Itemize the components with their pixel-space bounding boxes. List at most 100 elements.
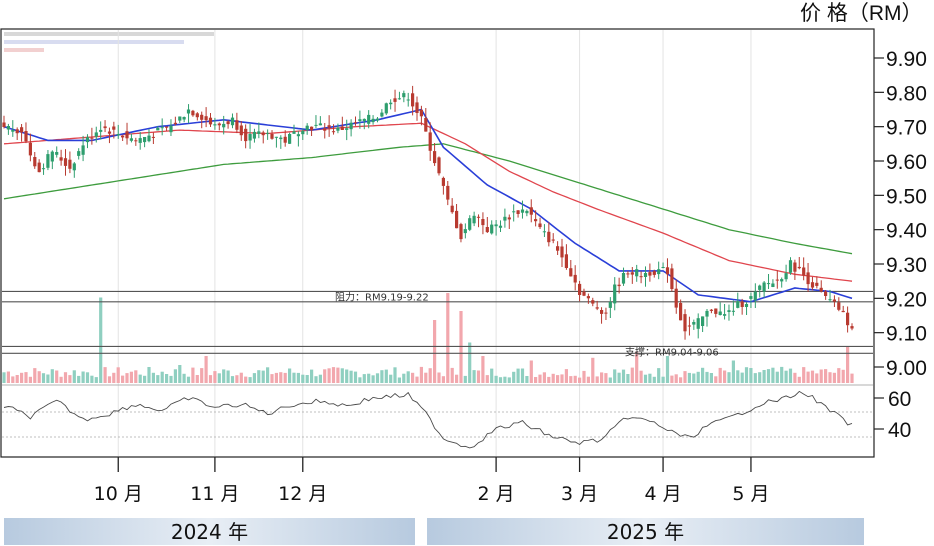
volume-bar [151,372,155,383]
candle-up [213,124,217,126]
resistance-label: 阻力：RM9.19-9.22 [335,290,429,303]
ma-blue-line [3,108,853,303]
candle-down [28,142,32,156]
candle-up [345,128,349,130]
price-tick-label: 9.70 [886,117,927,140]
candle-down [217,123,221,126]
candle-down [20,127,24,133]
candle-down [630,272,634,275]
candle-down [837,302,841,310]
volume-bar [534,377,538,383]
candle-down [516,210,520,214]
candle-up [753,291,757,301]
volume-bar [182,373,186,383]
candle-down [775,279,779,281]
volume-bars [2,293,854,383]
volume-bar [94,377,98,383]
candle-up [143,137,147,143]
volume-bar [389,374,393,383]
year-band [427,518,864,545]
volume-bar [279,372,283,383]
candle-up [463,229,467,234]
candle-up [542,231,546,233]
month-label: 5 月 [732,483,769,505]
price-tick-label: 9.00 [886,357,927,380]
volume-bar [121,375,125,383]
candle-down [419,109,423,117]
candle-down [538,223,542,228]
candle-up [736,301,740,308]
volume-bar [336,367,340,383]
candle-down [846,312,850,326]
candle-down [564,254,568,268]
candle-down [459,224,463,240]
candle-down [411,93,415,107]
volume-bar [283,372,287,383]
candle-up [349,122,353,130]
volume-bar [20,372,24,383]
volume-bar [661,376,665,383]
volume-bar [604,373,608,383]
volume-bar [520,368,525,383]
volume-bar [485,375,489,383]
volume-bar [160,371,164,383]
volume-bar [463,375,467,383]
volume-bar [371,375,375,383]
volume-bar [564,369,568,383]
candle-up [727,310,731,312]
volume-bar [714,376,718,383]
volume-bar [679,377,683,383]
candle-down [112,126,116,130]
candle-down [683,314,687,332]
candle-up [362,118,366,122]
volume-bar [573,375,577,383]
volume-bar [50,369,54,383]
candle-up [512,211,516,213]
candle-up [94,132,98,137]
volume-bar [266,367,270,383]
volume-bar [525,376,529,383]
candle-down [604,312,608,314]
candle-up [402,93,406,98]
candle-down [582,291,586,296]
candle-up [186,109,191,114]
volume-bar [687,372,691,383]
volume-bar [305,375,309,383]
volume-bar [248,377,252,383]
volume-bar [542,372,546,383]
candle-down [244,128,248,142]
price-tick-label: 9.50 [886,185,927,208]
candle-up [705,310,709,317]
volume-bar [762,370,766,383]
volume-bar [244,376,248,383]
price-axis-title: 价 格（RM） [800,2,923,25]
gridlines [2,30,873,456]
candle-up [116,134,120,136]
moving-averages [3,108,853,303]
volume-bar [411,372,415,383]
candle-down [476,216,481,218]
volume-bar [318,374,322,383]
candle-down [151,136,155,138]
volume-bar [635,351,639,383]
candle-up [288,134,292,144]
volume-bar [384,369,388,383]
volume-bar [819,369,823,383]
volume-bar [446,293,450,383]
volume-bar [428,368,432,383]
volume-bar [261,370,265,383]
volume-bar [222,369,226,383]
candle-down [200,114,204,120]
volume-bar [766,369,771,383]
candle-down [134,140,138,142]
candle-up [156,127,160,131]
candle-down [441,177,445,186]
candle-up [397,98,401,100]
candle-down [68,159,72,169]
candle-down [670,268,674,289]
volume-bar [340,368,344,383]
volume-bar [600,372,604,383]
price-tick-label: 9.60 [886,151,927,174]
candle-down [226,121,230,125]
candle-up [182,117,186,120]
